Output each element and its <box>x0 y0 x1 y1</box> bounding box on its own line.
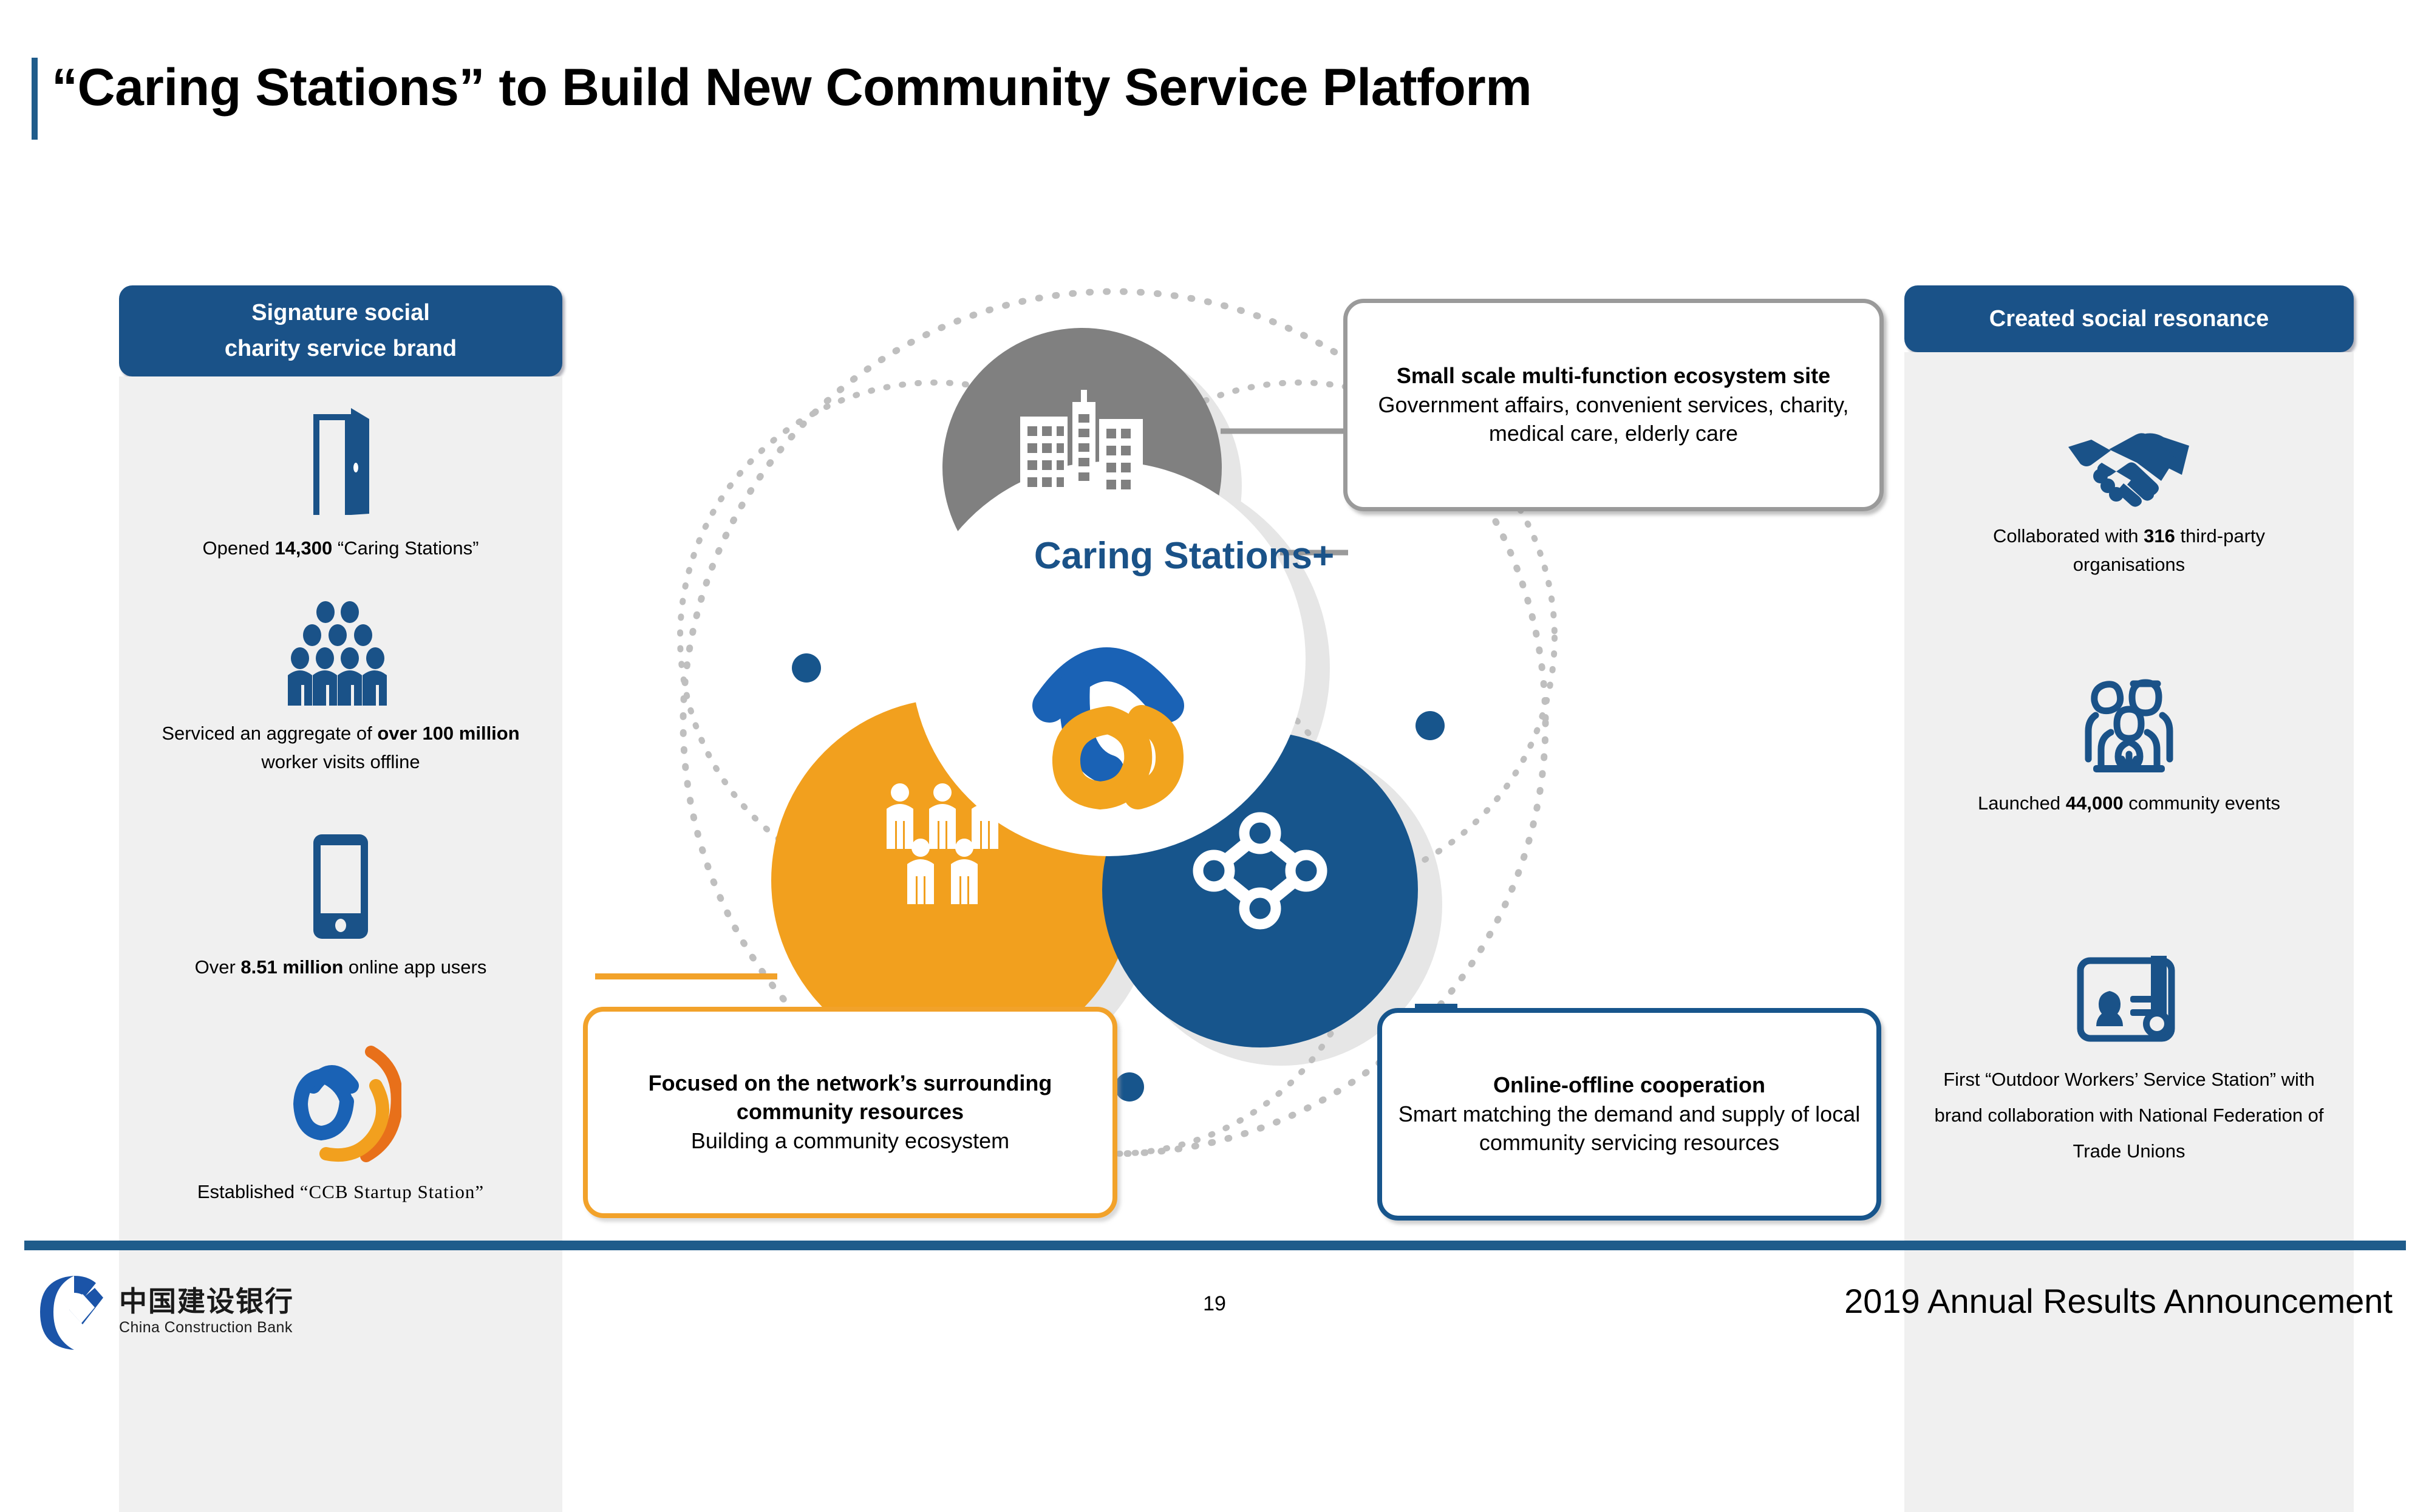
ritem2-post: community events <box>2123 792 2281 814</box>
ritem2-pre: Launched <box>1977 792 2066 814</box>
title-accent-bar <box>32 58 38 140</box>
item3-pre: Over <box>194 956 241 978</box>
item4-post: “CCB Startup Station” <box>299 1181 485 1202</box>
junction-dot-right <box>1415 711 1445 740</box>
slide-root: “Caring Stations” to Build New Community… <box>24 58 2406 1512</box>
callout-right-body: Smart matching the demand and supply of … <box>1398 1101 1861 1156</box>
right-panel-item-3-caption: First “Outdoor Workers’ Service Station”… <box>1934 1069 2324 1162</box>
item3-post: online app users <box>343 956 487 978</box>
left-panel-item-1: Opened 14,300 “Caring Stations” <box>119 407 562 562</box>
item1-bold: 14,300 <box>274 537 333 559</box>
node-network-dots <box>1193 812 1327 930</box>
right-panel-item-1-caption: Collaborated with 316 third-party organi… <box>1936 522 2322 579</box>
item4-pre: Established <box>197 1181 300 1202</box>
left-panel-item-4-caption: Established “CCB Startup Station” <box>141 1177 540 1206</box>
caring-stations-house-heart-logo <box>1032 647 1184 810</box>
community-group-icon <box>2077 674 2181 780</box>
center-label: Caring Stations+ <box>1034 535 1335 577</box>
ritem2-bold: 44,000 <box>2065 792 2124 814</box>
junction-dot-bottom <box>1115 1072 1144 1102</box>
id-badge-award-icon <box>2074 953 2184 1054</box>
right-panel-item-3: First “Outdoor Workers’ Service Station”… <box>1904 953 2354 1170</box>
right-panel-item-2-caption: Launched 44,000 community events <box>1945 789 2314 817</box>
right-panel-header: Created social resonance <box>1904 285 2354 352</box>
callout-top-title: Small scale multi-function ecosystem sit… <box>1396 363 1831 389</box>
left-panel-item-2-caption: Serviced an aggregate of over 100 millio… <box>141 719 540 776</box>
left-panel-body: Opened 14,300 “Caring Stations” <box>119 376 562 1512</box>
ccb-logo-en: China Construction Bank <box>119 1318 293 1336</box>
ccb-mark-icon <box>40 1276 103 1350</box>
group-of-people-icon <box>283 601 398 710</box>
right-panel-header-label: Created social resonance <box>1989 305 2269 332</box>
open-door-icon <box>301 407 380 525</box>
right-panel-body: Collaborated with 316 third-party organi… <box>1904 352 2354 1512</box>
left-panel-item-1-caption: Opened 14,300 “Caring Stations” <box>141 534 540 562</box>
office-building-icon <box>1014 390 1149 505</box>
item2-bold: over 100 million <box>377 723 520 744</box>
ccb-startup-logo-icon <box>280 1038 403 1169</box>
left-panel-header-line1: Signature social <box>251 300 430 326</box>
callout-top-body: Government affairs, convenient services,… <box>1378 392 1849 446</box>
ccb-footer-logo: 中国建设银行 China Construction Bank <box>36 1272 294 1351</box>
item2-pre: Serviced an aggregate of <box>162 723 378 744</box>
left-panel-header-line2: charity service brand <box>224 336 457 361</box>
item3-bold: 8.51 million <box>240 956 344 978</box>
left-panel-item-2: Serviced an aggregate of over 100 millio… <box>119 601 562 776</box>
ccb-logo-cn: 中国建设银行 <box>119 1285 294 1317</box>
junction-dot-left <box>792 653 821 683</box>
right-panel-item-2: Launched 44,000 community events <box>1904 674 2354 817</box>
left-panel-item-4: Established “CCB Startup Station” <box>119 1038 562 1206</box>
callout-left: Focused on the network’s surrounding com… <box>583 1007 1117 1218</box>
footer-right-text: 2019 Annual Results Announcement <box>1844 1282 2393 1320</box>
right-panel-item-1: Collaborated with 316 third-party organi… <box>1904 425 2354 579</box>
mobile-phone-icon <box>307 832 374 944</box>
callout-left-title: Focused on the network’s surrounding com… <box>648 1071 1052 1125</box>
item1-post: “Caring Stations” <box>332 537 479 559</box>
ritem1-bold: 316 <box>2144 525 2175 547</box>
ritem1-post: third-party organisations <box>2073 525 2266 576</box>
venn-diagram <box>595 176 1640 1245</box>
callout-right-title: Online-offline cooperation <box>1493 1072 1765 1098</box>
group-people-icon <box>887 783 998 904</box>
callout-right: Online-offline cooperation Smart matchin… <box>1377 1008 1881 1221</box>
item2-post: worker visits offline <box>261 751 420 773</box>
callout-top: Small scale multi-function ecosystem sit… <box>1343 299 1884 511</box>
handshake-icon <box>2065 425 2193 513</box>
left-panel-item-3-caption: Over 8.51 million online app users <box>141 953 540 981</box>
callout-left-body: Building a community ecosystem <box>690 1128 1010 1154</box>
item1-pre: Opened <box>202 537 275 559</box>
left-panel-item-3: Over 8.51 million online app users <box>119 832 562 981</box>
page-title: “Caring Stations” to Build New Community… <box>52 58 1532 117</box>
ritem1-pre: Collaborated with <box>1992 525 2144 547</box>
footer-divider <box>24 1241 2406 1250</box>
left-panel-header: Signature social charity service brand <box>119 285 562 376</box>
page-number: 19 <box>1203 1292 1226 1315</box>
